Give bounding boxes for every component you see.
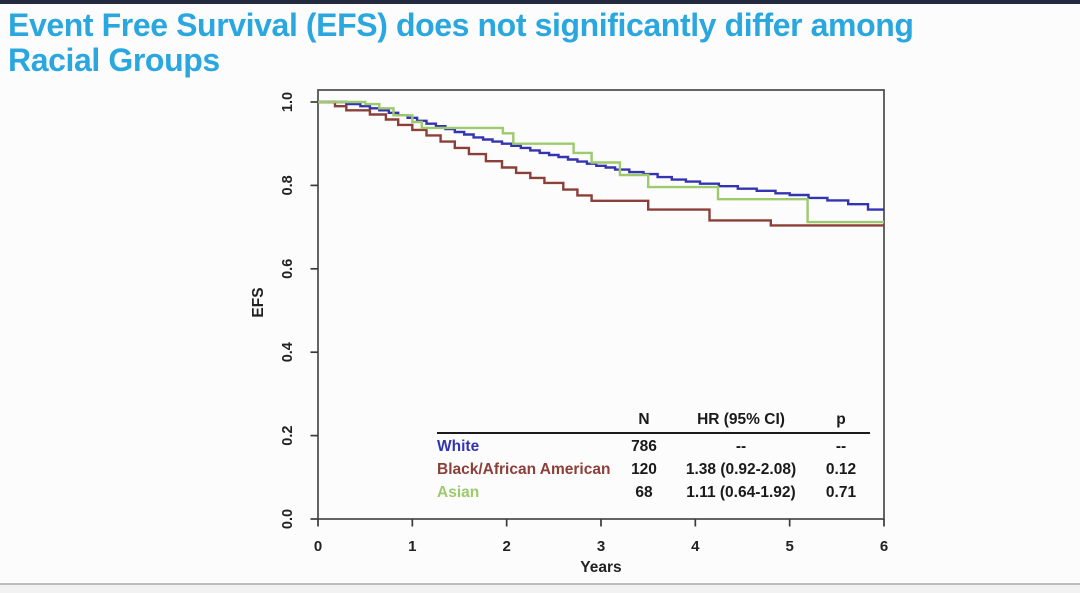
series-label-asian: Asian bbox=[437, 484, 480, 501]
page-title-line1: Event Free Survival (EFS) does not signi… bbox=[8, 7, 914, 43]
x-tick-label: 2 bbox=[502, 538, 510, 555]
series-label-white: White bbox=[437, 438, 480, 455]
x-tick-label: 6 bbox=[880, 538, 888, 555]
risk-table-header-p: p bbox=[836, 411, 846, 428]
table-row: White 786 -- -- bbox=[437, 437, 870, 457]
n-value: 786 bbox=[631, 438, 657, 455]
risk-table-header-n: N bbox=[638, 411, 650, 428]
risk-table-header: N HR (95% CI) p bbox=[437, 411, 870, 434]
bottom-strip bbox=[0, 585, 1080, 593]
x-tick-label: 3 bbox=[597, 538, 605, 555]
y-tick-label: 0.6 bbox=[280, 259, 296, 279]
n-value: 68 bbox=[635, 484, 653, 501]
x-tick-label: 0 bbox=[314, 538, 322, 555]
page-title: Event Free Survival (EFS) does not signi… bbox=[8, 8, 1076, 78]
y-axis-label: EFS bbox=[250, 287, 267, 317]
hr-value: 1.11 (0.64-1.92) bbox=[686, 484, 796, 501]
y-tick-label: 0.0 bbox=[280, 509, 296, 529]
series-asian bbox=[318, 100, 884, 224]
table-row: Black/African American 120 1.38 (0.92-2.… bbox=[437, 460, 870, 480]
x-axis-label: Years bbox=[580, 559, 621, 576]
x-tick-label: 5 bbox=[785, 538, 793, 555]
bottom-divider bbox=[0, 583, 1080, 585]
hr-value: 1.38 (0.92-2.08) bbox=[685, 461, 797, 478]
top-accent-bar bbox=[0, 0, 1080, 4]
x-tick-label: 4 bbox=[691, 538, 700, 555]
series-black-african-american bbox=[318, 100, 884, 227]
n-value: 120 bbox=[631, 461, 657, 478]
page-title-line2: Racial Groups bbox=[8, 42, 220, 78]
series-white bbox=[318, 100, 884, 211]
p-value: 0.71 bbox=[825, 484, 857, 501]
y-tick-label: 0.8 bbox=[280, 175, 296, 195]
series-label-black-african-american: Black/African American bbox=[437, 461, 611, 478]
y-tick-label: 0.2 bbox=[280, 426, 296, 446]
risk-table: N HR (95% CI) p White 786 -- -- Black/Af… bbox=[437, 411, 870, 503]
p-value: -- bbox=[835, 438, 847, 455]
x-tick-label: 1 bbox=[408, 538, 416, 555]
y-tick-label: 0.4 bbox=[280, 342, 296, 362]
table-row: Asian 68 1.11 (0.64-1.92) 0.71 bbox=[437, 483, 870, 503]
y-tick-label: 1.0 bbox=[280, 92, 296, 112]
risk-table-header-hr: HR (95% CI) bbox=[697, 411, 785, 428]
p-value: 0.12 bbox=[825, 461, 857, 478]
hr-value: -- bbox=[735, 438, 747, 455]
